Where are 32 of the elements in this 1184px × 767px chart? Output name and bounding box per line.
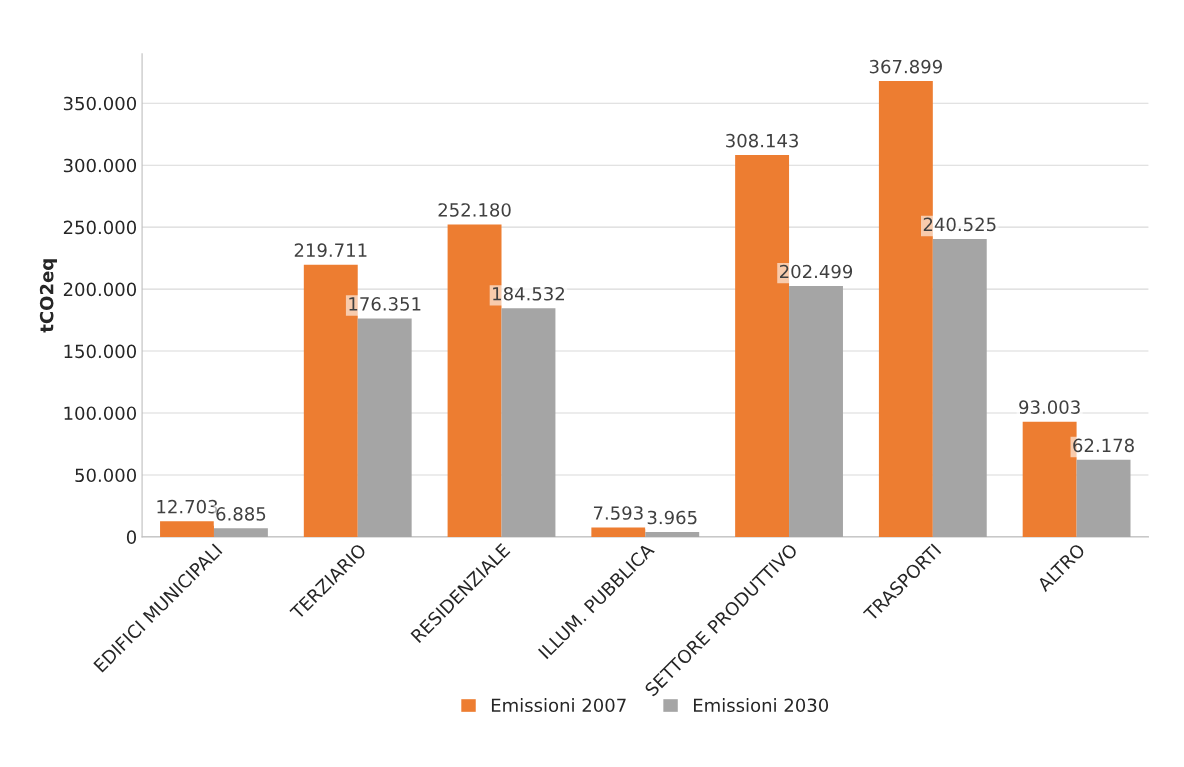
bar bbox=[357, 318, 412, 537]
bar bbox=[1076, 459, 1131, 537]
y-tick-label: 150.000 bbox=[64, 344, 137, 359]
bar bbox=[213, 528, 268, 537]
y-tick-label: 200.000 bbox=[63, 282, 137, 297]
data-label: 240.525 bbox=[923, 217, 996, 232]
y-axis-title: tCO2eq bbox=[39, 259, 57, 333]
y-tick-label: 350.000 bbox=[63, 96, 137, 111]
y-tick-label: 250.000 bbox=[63, 220, 137, 235]
data-label: 6.885 bbox=[216, 507, 266, 521]
bar bbox=[645, 531, 700, 537]
legend-label: Emissioni 2030 bbox=[694, 698, 829, 713]
data-label: 176.351 bbox=[349, 297, 421, 311]
data-label: 3.965 bbox=[647, 510, 697, 525]
data-label: 367.899 bbox=[869, 59, 942, 74]
legend-label: Emissioni 2007 bbox=[491, 698, 626, 713]
y-tick-label: 50.000 bbox=[75, 468, 137, 483]
y-tick-label: 300.000 bbox=[63, 158, 137, 173]
data-label: 7.593 bbox=[593, 506, 643, 520]
y-tick-label: 0 bbox=[126, 530, 137, 545]
data-label: 252.180 bbox=[438, 203, 511, 217]
data-label: 219.711 bbox=[294, 243, 367, 258]
data-label: 184.532 bbox=[493, 286, 564, 301]
bar bbox=[160, 521, 214, 537]
bar bbox=[789, 286, 843, 537]
bar bbox=[591, 527, 646, 537]
data-label: 202.499 bbox=[780, 264, 853, 279]
y-tick-label: 100.000 bbox=[64, 406, 137, 421]
data-label: 308.143 bbox=[726, 133, 798, 148]
data-label: 93.003 bbox=[1019, 400, 1080, 414]
data-label: 12.703 bbox=[157, 499, 218, 514]
data-label: 62.178 bbox=[1073, 438, 1134, 453]
